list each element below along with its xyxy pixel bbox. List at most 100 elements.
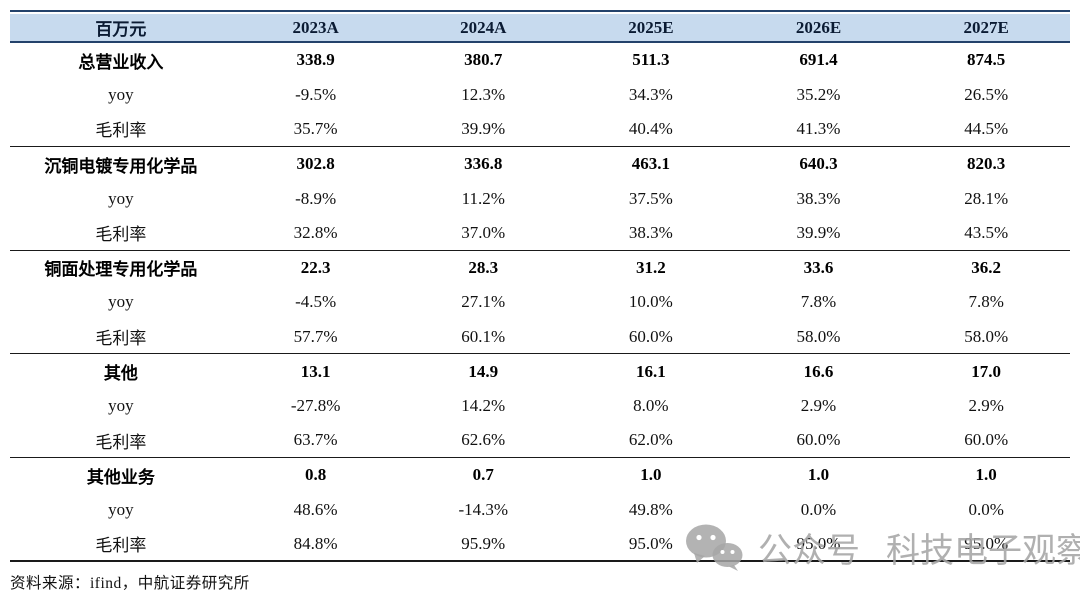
row-label: 毛利率 [10, 527, 232, 562]
table-row-yoy: yoy -4.5% 27.1% 10.0% 7.8% 7.8% [10, 285, 1070, 320]
table-row-gross-margin: 毛利率 63.7% 62.6% 62.0% 60.0% 60.0% [10, 424, 1070, 459]
row-label: 沉铜电镀专用化学品 [44, 156, 198, 176]
table-cell: 40.4% [567, 112, 735, 147]
table-cell: 2.9% [968, 396, 1004, 416]
table-cell: 7.8% [968, 292, 1004, 312]
table-cell: 12.3% [461, 84, 506, 104]
row-label: 总营业收入 [78, 52, 164, 72]
table-cell: 640.3 [799, 154, 838, 174]
table-cell: -14.3% [458, 500, 509, 520]
table-cell: 28.1% [964, 188, 1009, 208]
table-cell: 58.0% [734, 320, 903, 355]
table-cell: 58.0% [902, 320, 1070, 355]
table-cell: 38.3% [796, 188, 841, 208]
table-row-others: 其他 13.1 14.9 16.1 16.6 17.0 [10, 354, 1070, 389]
table-cell: 11.2% [461, 188, 505, 208]
table-cell: 820.3 [967, 154, 1006, 174]
table-cell: 14.2% [461, 396, 506, 416]
column-header-2024a: 2024A [399, 12, 568, 43]
table-cell: 95.0% [734, 527, 903, 562]
table-row-copper-plating-chemicals: 沉铜电镀专用化学品 302.8 336.8 463.1 640.3 820.3 [10, 147, 1070, 182]
table-cell: 44.5% [902, 112, 1070, 147]
table-cell: 38.3% [567, 216, 735, 251]
table-row-gross-margin: 毛利率 32.8% 37.0% 38.3% 39.9% 43.5% [10, 216, 1070, 251]
row-label: 毛利率 [10, 112, 232, 147]
table-cell: 36.2 [971, 257, 1002, 277]
table-cell: 691.4 [799, 50, 838, 70]
table-row-yoy: yoy -9.5% 12.3% 34.3% 35.2% 26.5% [10, 78, 1070, 113]
table-cell: 28.3 [468, 257, 499, 277]
table-cell: 63.7% [231, 424, 400, 459]
table-row-gross-margin: 毛利率 57.7% 60.1% 60.0% 58.0% 58.0% [10, 320, 1070, 355]
column-header-unit: 百万元 [10, 12, 232, 43]
table-cell: 13.1 [300, 361, 331, 381]
table-cell: 7.8% [800, 292, 837, 312]
table-cell: 32.8% [231, 216, 400, 251]
table-row-copper-surface-chemicals: 铜面处理专用化学品 22.3 28.3 31.2 33.6 36.2 [10, 251, 1070, 286]
table-cell: 39.9% [399, 112, 568, 147]
table-cell: 41.3% [734, 112, 903, 147]
table-cell: 95.0% [567, 527, 735, 562]
table-row-other-business: 其他业务 0.8 0.7 1.0 1.0 1.0 [10, 458, 1070, 493]
row-label: 其他业务 [86, 467, 155, 487]
row-label: yoy [108, 84, 134, 104]
row-label: yoy [108, 500, 134, 520]
table-cell: 48.6% [293, 500, 338, 520]
table-cell: 302.8 [296, 154, 335, 174]
column-header-2026e: 2026E [734, 12, 903, 43]
table-cell: -4.5% [295, 292, 337, 312]
table-row-total-revenue: 总营业收入 338.9 380.7 511.3 691.4 874.5 [10, 43, 1070, 78]
table-cell: 338.9 [296, 50, 335, 70]
table-cell: 16.6 [803, 361, 834, 381]
table-cell: 1.0 [807, 465, 830, 485]
table-header-row: 百万元 2023A 2024A 2025E 2026E 2027E [10, 12, 1070, 43]
table-cell: 62.6% [399, 424, 568, 459]
table-cell: 26.5% [964, 84, 1009, 104]
table-row-yoy: yoy 48.6% -14.3% 49.8% 0.0% 0.0% [10, 493, 1070, 528]
table-cell: 62.0% [567, 424, 735, 459]
table-cell: 14.9 [468, 361, 499, 381]
table-cell: 60.0% [734, 424, 903, 459]
table-cell: -27.8% [290, 396, 341, 416]
table-cell: -9.5% [295, 84, 337, 104]
row-label: 其他 [103, 364, 138, 384]
table-cell: 31.2 [636, 257, 666, 277]
table-cell: 16.1 [636, 361, 666, 381]
table-cell: 43.5% [902, 216, 1070, 251]
table-cell: 60.1% [399, 320, 568, 355]
table-cell: 0.0% [800, 500, 837, 520]
row-label: 毛利率 [10, 320, 232, 355]
table-cell: 10.0% [628, 292, 673, 312]
table-cell: 336.8 [464, 154, 503, 174]
financial-forecast-table: 百万元 2023A 2024A 2025E 2026E 2027E 总营业收入 … [10, 10, 1070, 562]
table-cell: 37.5% [628, 188, 673, 208]
column-header-2025e: 2025E [567, 12, 735, 43]
table-cell: 1.0 [975, 465, 997, 485]
table-cell: 511.3 [632, 50, 670, 70]
row-label: yoy [108, 188, 134, 208]
table-cell: -8.9% [295, 188, 337, 208]
table-cell: 17.0 [971, 361, 1002, 381]
table-cell: 2.9% [800, 396, 837, 416]
table-row-gross-margin: 毛利率 35.7% 39.9% 40.4% 41.3% 44.5% [10, 112, 1070, 147]
table-row-yoy: yoy -27.8% 14.2% 8.0% 2.9% 2.9% [10, 389, 1070, 424]
table-cell: 95.9% [399, 527, 568, 562]
table-cell: 380.7 [464, 50, 503, 70]
column-header-2023a: 2023A [231, 12, 400, 43]
table-cell: 22.3 [300, 257, 331, 277]
row-label: 毛利率 [10, 216, 232, 251]
table-cell: 34.3% [628, 84, 673, 104]
table-cell: 35.2% [796, 84, 841, 104]
table-cell: 84.8% [231, 527, 400, 562]
table-cell: 39.9% [734, 216, 903, 251]
table-cell: 874.5 [967, 50, 1006, 70]
table-cell: 49.8% [628, 500, 673, 520]
table-cell: 1.0 [640, 465, 662, 485]
table-cell: 33.6 [803, 257, 834, 277]
table-cell: 0.8 [305, 465, 327, 485]
table-cell: 60.0% [567, 320, 735, 355]
table-cell: 8.0% [633, 396, 669, 416]
table-cell: 0.7 [472, 465, 494, 485]
table-row-yoy: yoy -8.9% 11.2% 37.5% 38.3% 28.1% [10, 181, 1070, 216]
